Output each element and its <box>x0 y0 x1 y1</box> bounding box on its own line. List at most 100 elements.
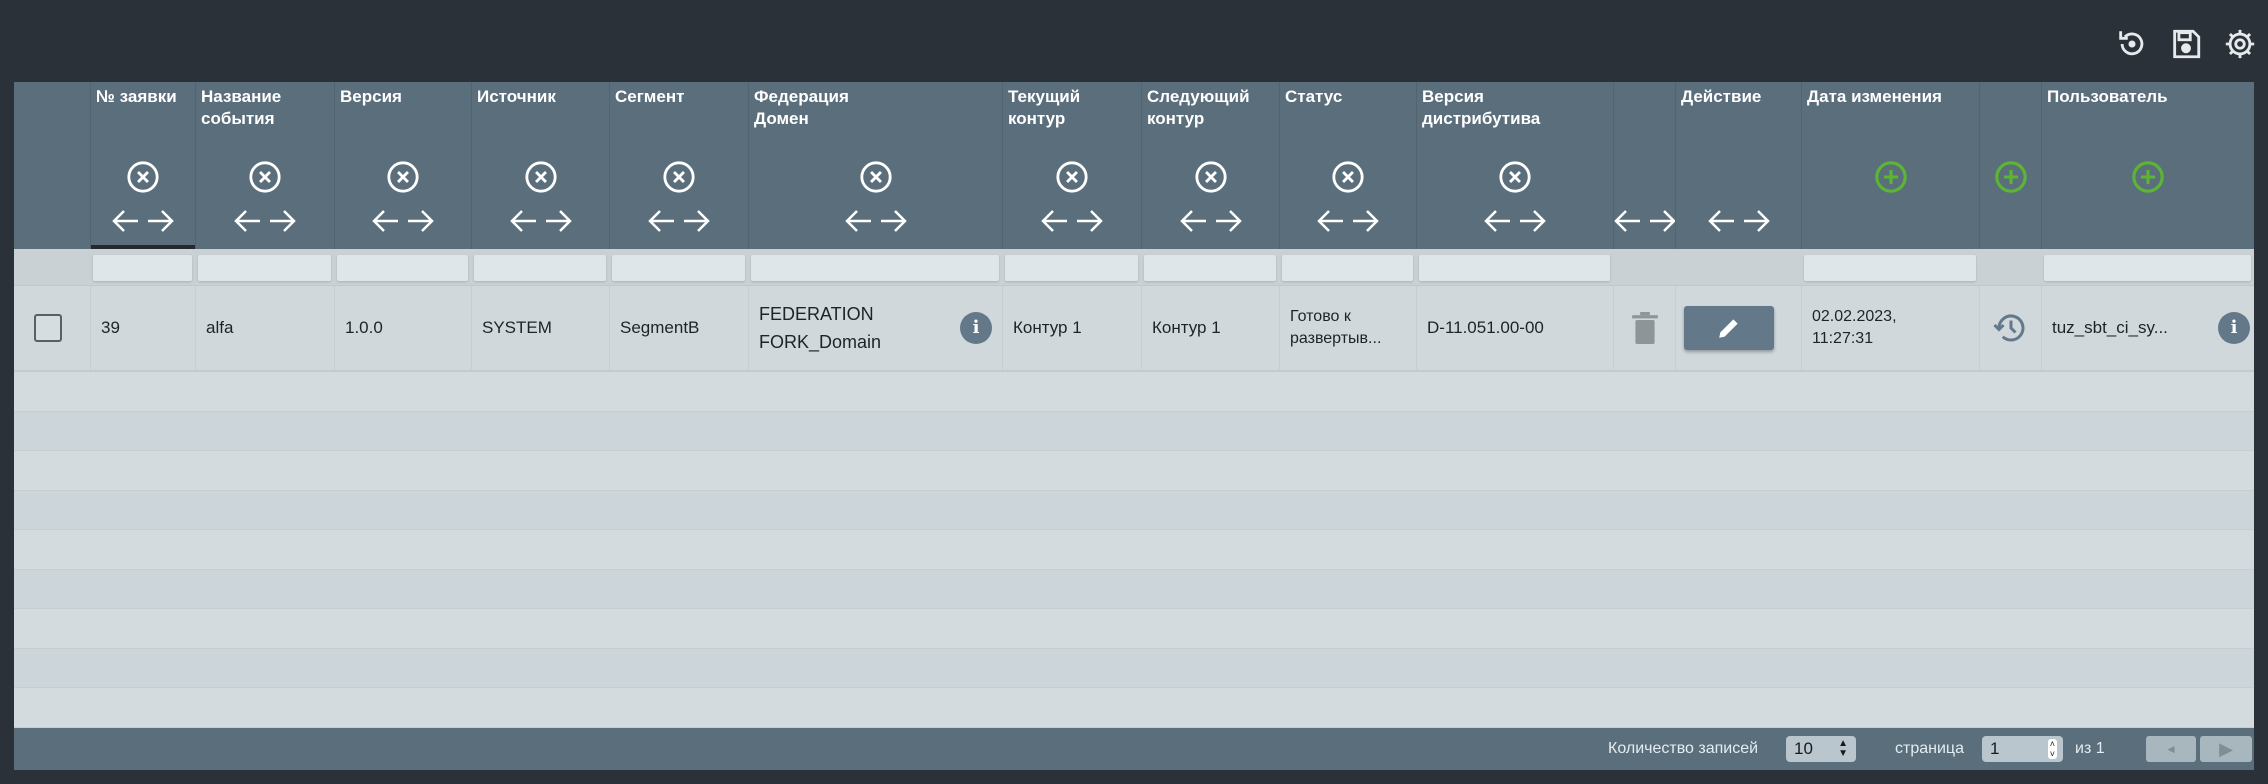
move-column-arrows-icon[interactable] <box>110 208 176 234</box>
empty-row <box>14 609 2254 649</box>
column-header[interactable] <box>14 82 90 249</box>
move-column-arrows-icon[interactable] <box>1315 208 1381 234</box>
column-header[interactable]: Версия дистрибутива <box>1416 82 1613 249</box>
clear-column-icon[interactable] <box>1331 160 1365 194</box>
column-filter-input[interactable] <box>1005 255 1138 281</box>
column-header[interactable]: Название события <box>195 82 334 249</box>
move-column-arrows-icon[interactable] <box>370 208 436 234</box>
empty-row <box>14 411 2254 451</box>
history-icon[interactable] <box>1992 310 2029 346</box>
time-text: 11:27:31 <box>1812 330 1874 347</box>
empty-row <box>14 688 2254 728</box>
empty-rows <box>14 372 2254 728</box>
column-filter-input[interactable] <box>337 255 468 281</box>
empty-row <box>14 451 2254 491</box>
add-column-icon[interactable] <box>1874 160 1908 194</box>
add-column-icon[interactable] <box>2131 160 2165 194</box>
column-header[interactable]: Сегмент <box>609 82 748 249</box>
records-label: Количество записей <box>1608 740 1759 757</box>
column-title: Источник <box>477 87 556 106</box>
move-column-arrows-icon[interactable] <box>646 208 712 234</box>
clear-column-icon[interactable] <box>1498 160 1532 194</box>
column-filter-input[interactable] <box>1419 255 1610 281</box>
pencil-icon <box>1719 319 1738 338</box>
clear-column-icon[interactable] <box>386 160 420 194</box>
page-stepper-icon[interactable]: ˄ ˅ <box>2047 739 2057 759</box>
add-column-icon[interactable] <box>1994 160 2028 194</box>
edit-button[interactable] <box>1684 306 1774 350</box>
clear-column-icon[interactable] <box>126 160 160 194</box>
move-column-arrows-icon[interactable] <box>508 208 574 234</box>
column-header[interactable]: Статус <box>1279 82 1416 249</box>
cell-version: 1.0.0 <box>334 286 471 370</box>
prev-page-button[interactable]: ◄ <box>2146 736 2196 762</box>
filter-cell <box>1141 249 1279 287</box>
user-info-icon[interactable]: i <box>2218 312 2250 344</box>
empty-row <box>14 569 2254 609</box>
column-title: Название события <box>201 87 282 128</box>
domain-text: FORK_Domain <box>759 332 882 352</box>
records-select[interactable]: 10 ▲ ▼ <box>1786 736 1856 762</box>
move-column-arrows-icon[interactable] <box>232 208 298 234</box>
filter-cell <box>748 249 1002 287</box>
cell-history <box>1979 286 2041 370</box>
column-header[interactable] <box>1612 82 1678 249</box>
move-column-arrows-icon[interactable] <box>1178 208 1244 234</box>
column-filter-input[interactable] <box>612 255 745 281</box>
clear-column-icon[interactable] <box>248 160 282 194</box>
column-header[interactable]: Версия <box>334 82 471 249</box>
move-column-arrows-icon[interactable] <box>1039 208 1105 234</box>
column-filter-input[interactable] <box>2044 255 2251 281</box>
move-column-arrows-icon[interactable] <box>1612 208 1678 234</box>
cell-federation: FEDERATION FORK_Domain i <box>748 286 1002 370</box>
column-header[interactable]: Пользователь <box>2041 82 2254 249</box>
column-header[interactable]: Текущий контур <box>1002 82 1141 249</box>
clear-column-icon[interactable] <box>1194 160 1228 194</box>
info-icon[interactable]: i <box>960 312 992 344</box>
column-filter-input[interactable] <box>751 255 999 281</box>
cell-delete <box>1613 286 1675 370</box>
column-header[interactable]: Федерация Домен <box>748 82 1002 249</box>
column-filter-input[interactable] <box>198 255 331 281</box>
page-input[interactable]: 1 ˄ ˅ <box>1982 736 2063 762</box>
user-text: tuz_sbt_ci_sy... <box>2052 318 2168 337</box>
move-column-arrows-icon[interactable] <box>843 208 909 234</box>
next-page-button[interactable]: ▶ <box>2200 736 2252 762</box>
save-icon[interactable] <box>2168 26 2204 62</box>
filter-cell <box>90 249 195 287</box>
column-title: Следующий контур <box>1147 87 1250 128</box>
column-filter-input[interactable] <box>1282 255 1413 281</box>
row-checkbox[interactable] <box>34 314 62 342</box>
table-row[interactable]: 39 alfa 1.0.0 SYSTEM SegmentB FEDERATION… <box>14 286 2254 372</box>
column-header[interactable]: Дата изменения <box>1801 82 1979 249</box>
filter-cell <box>1613 249 1675 287</box>
clear-column-icon[interactable] <box>662 160 696 194</box>
column-filter-input[interactable] <box>93 255 192 281</box>
column-filter-input[interactable] <box>1144 255 1276 281</box>
clear-column-icon[interactable] <box>1055 160 1089 194</box>
column-header[interactable]: Источник <box>471 82 609 249</box>
column-title: Пользователь <box>2047 87 2168 106</box>
move-column-arrows-icon[interactable] <box>1706 208 1772 234</box>
page-label: страница <box>1895 740 1964 757</box>
column-filter-input[interactable] <box>474 255 606 281</box>
empty-row <box>14 530 2254 570</box>
column-filter-input[interactable] <box>1804 255 1976 281</box>
reset-icon[interactable] <box>2114 26 2150 62</box>
column-header[interactable]: № заявки <box>90 82 195 249</box>
trash-icon[interactable] <box>1631 312 1658 344</box>
clear-column-icon[interactable] <box>859 160 893 194</box>
empty-row <box>14 648 2254 688</box>
cell-segment: SegmentB <box>609 286 748 370</box>
cell-date: 02.02.2023, 11:27:31 <box>1801 286 1979 370</box>
filter-cell <box>1801 249 1979 287</box>
column-header[interactable]: Следующий контур <box>1141 82 1279 249</box>
column-header[interactable] <box>1979 82 2041 249</box>
column-header[interactable]: Действие <box>1675 82 1801 249</box>
page-count: из 1 <box>2075 740 2105 757</box>
toolbar <box>2114 26 2258 62</box>
move-column-arrows-icon[interactable] <box>1482 208 1548 234</box>
status-text: Готово к развертыв... <box>1290 308 1382 347</box>
gear-icon[interactable] <box>2222 26 2258 62</box>
clear-column-icon[interactable] <box>524 160 558 194</box>
